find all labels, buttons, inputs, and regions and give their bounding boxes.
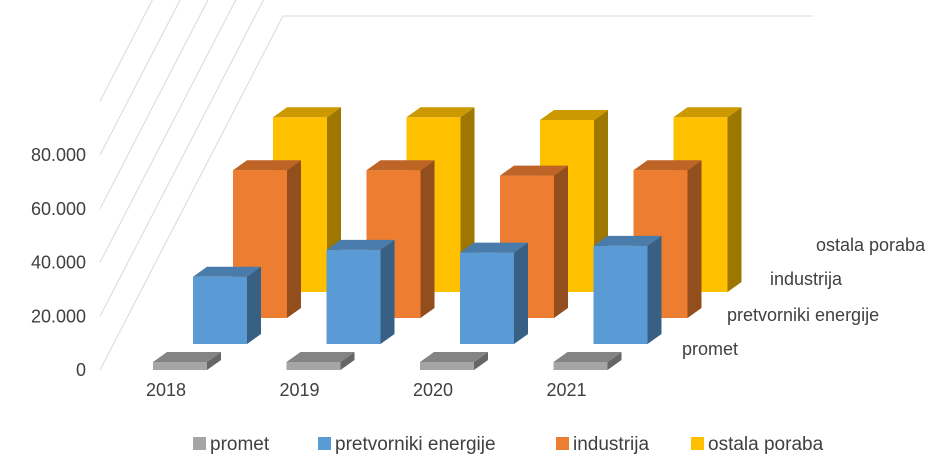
y-tick-label: 0: [76, 360, 86, 380]
legend-label: ostala poraba: [708, 434, 824, 455]
legend-label: promet: [210, 434, 270, 455]
legend-label: pretvorniki energije: [335, 434, 496, 455]
x-category-label: 2020: [413, 380, 453, 400]
bar-top: [366, 160, 435, 171]
gridlines: [99, 0, 813, 371]
bar-front: [593, 245, 648, 344]
y-tick-label: 60.000: [31, 199, 86, 219]
x-axis-categories: 2018 2019 2020 2021: [146, 380, 587, 400]
y-tick-label: 80.000: [31, 145, 86, 165]
bar-front: [460, 252, 514, 344]
bar-side: [514, 242, 528, 344]
bar-top: [673, 107, 742, 118]
legend-item: pretvorniki energije: [318, 434, 496, 455]
gridline: [99, 15, 813, 371]
bar-side: [340, 352, 355, 370]
bar-promet-2019: [286, 352, 355, 370]
bar-top: [286, 352, 355, 362]
bar-front: [153, 362, 207, 370]
series-axis-label: promet: [682, 339, 738, 359]
bar-top: [460, 242, 528, 253]
bar-pretvorniki-energije-2021: [593, 235, 662, 344]
bar-side: [474, 352, 488, 370]
bar-side: [687, 160, 702, 318]
gridline: [99, 0, 209, 210]
bar-side: [247, 266, 261, 344]
bar-side: [287, 160, 301, 318]
bar-side: [647, 235, 662, 344]
bars: [153, 107, 742, 370]
legend-swatch: [318, 437, 331, 450]
gridline: [99, 0, 265, 317]
series-axis-label: pretvorniki energije: [727, 305, 879, 325]
bar-top: [633, 160, 702, 171]
bar-side: [607, 352, 622, 370]
x-category-label: 2019: [279, 380, 319, 400]
y-axis-ticks: 0 20.000 40.000 60.000 80.000: [31, 145, 86, 380]
bar-top: [233, 160, 301, 171]
bar-pretvorniki-energije-2020: [460, 242, 528, 344]
bar-front: [286, 362, 341, 370]
legend-item: ostala poraba: [691, 434, 824, 455]
bar-top: [273, 107, 341, 118]
bar-front: [553, 362, 608, 370]
legend-label: industrija: [573, 434, 649, 455]
gridline: [99, 0, 153, 102]
bar-top: [420, 352, 488, 362]
y-tick-label: 40.000: [31, 253, 86, 273]
bar-pretvorniki-energije-2018: [193, 266, 261, 344]
bar-top: [593, 235, 662, 246]
bar-top: [553, 352, 622, 362]
bar-front: [326, 249, 381, 344]
bar-front: [420, 362, 474, 370]
bar-top: [540, 110, 608, 120]
bar-top: [500, 165, 568, 176]
bar-promet-2020: [420, 352, 488, 370]
legend-item: promet: [193, 434, 270, 455]
bar-promet-2018: [153, 352, 221, 370]
bar-side: [207, 352, 221, 370]
legend-swatch: [193, 437, 206, 450]
gridline: [99, 0, 237, 263]
legend-swatch: [556, 437, 569, 450]
legend-swatch: [691, 437, 704, 450]
series-axis-label: industrija: [770, 269, 843, 289]
bar-top: [193, 266, 261, 277]
bar-side: [380, 239, 395, 344]
bar-side: [420, 160, 435, 318]
bar-pretvorniki-energije-2019: [326, 239, 395, 344]
y-tick-label: 20.000: [31, 306, 86, 326]
bar-top: [153, 352, 221, 362]
series-axis-labels: promet pretvorniki energije industrija osta…: [682, 235, 926, 359]
x-category-label: 2018: [146, 380, 186, 400]
bar-front: [193, 276, 247, 344]
bar-promet-2021: [553, 352, 622, 370]
bar-side: [554, 165, 568, 318]
legend: promet pretvorniki energije industrija osta…: [193, 434, 824, 455]
bar-top: [406, 107, 475, 118]
bar-side: [727, 107, 742, 292]
legend-item: industrija: [556, 434, 649, 455]
gridline: [99, 0, 181, 156]
bar-top: [326, 239, 395, 250]
x-category-label: 2021: [546, 380, 586, 400]
series-axis-label: ostala poraba: [816, 235, 926, 255]
